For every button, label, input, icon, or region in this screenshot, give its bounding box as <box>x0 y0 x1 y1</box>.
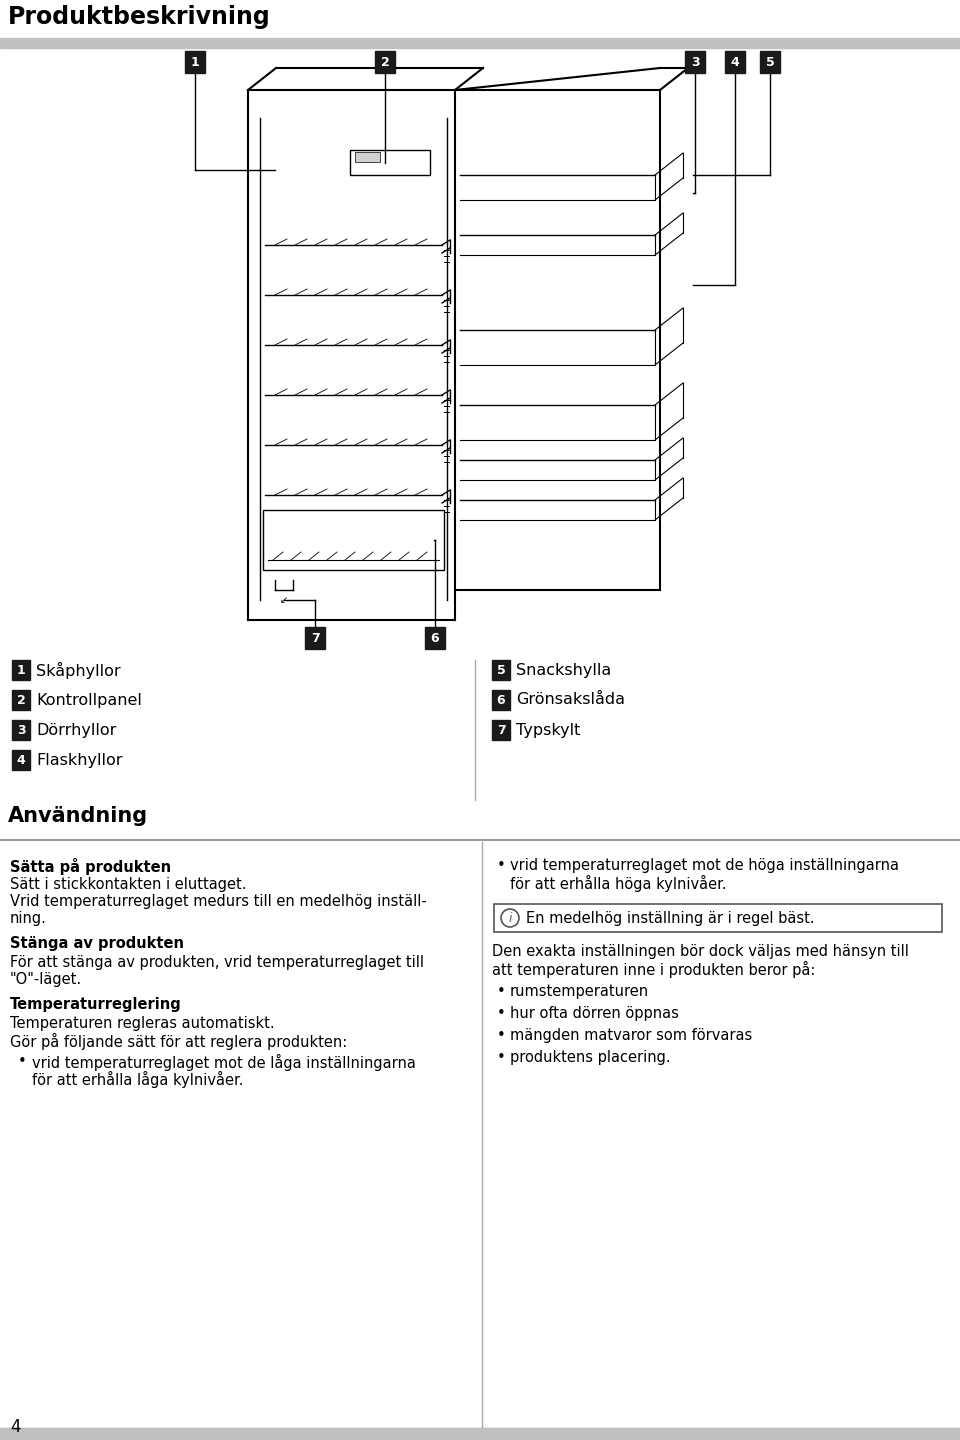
Text: Gör på följande sätt för att reglera produkten:: Gör på följande sätt för att reglera pro… <box>10 1032 348 1050</box>
Bar <box>0 1428 960 1440</box>
Text: mängden matvaror som förvaras: mängden matvaror som förvaras <box>510 1028 753 1043</box>
Text: vrid temperaturreglaget mot de låga inställningarna: vrid temperaturreglaget mot de låga inst… <box>32 1054 416 1071</box>
Text: Typskylt: Typskylt <box>516 723 581 737</box>
Text: att temperaturen inne i produkten beror på:: att temperaturen inne i produkten beror … <box>492 960 815 978</box>
Text: 4: 4 <box>10 1418 20 1436</box>
Text: 4: 4 <box>731 56 739 69</box>
Text: vrid temperaturreglaget mot de höga inställningarna: vrid temperaturreglaget mot de höga inst… <box>510 858 899 873</box>
Text: 1: 1 <box>16 664 25 677</box>
Text: "O"-läget.: "O"-läget. <box>10 972 83 986</box>
Text: 6: 6 <box>431 632 440 645</box>
Bar <box>12 720 30 740</box>
Bar <box>760 50 780 73</box>
Text: För att stänga av produkten, vrid temperaturreglaget till: För att stänga av produkten, vrid temper… <box>10 955 424 971</box>
Text: •: • <box>497 1028 506 1043</box>
Bar <box>0 1428 960 1440</box>
Text: 3: 3 <box>690 56 699 69</box>
Bar <box>492 720 510 740</box>
Bar <box>185 50 205 73</box>
Text: Stänga av produkten: Stänga av produkten <box>10 936 184 950</box>
Text: Snackshylla: Snackshylla <box>516 662 612 677</box>
Text: Grönsakslåda: Grönsakslåda <box>516 693 625 707</box>
Text: Temperaturreglering: Temperaturreglering <box>10 996 181 1012</box>
Text: •: • <box>18 1054 27 1068</box>
Text: •: • <box>497 1050 506 1066</box>
Text: •: • <box>497 1007 506 1021</box>
Bar <box>305 626 325 649</box>
Text: Dörrhyllor: Dörrhyllor <box>36 723 116 737</box>
Text: 2: 2 <box>16 694 25 707</box>
Text: En medelhög inställning är i regel bäst.: En medelhög inställning är i regel bäst. <box>526 912 815 926</box>
Text: ↙: ↙ <box>280 595 288 605</box>
Text: 6: 6 <box>496 694 505 707</box>
Bar <box>355 153 380 161</box>
Bar <box>494 904 942 932</box>
Text: 3: 3 <box>16 723 25 736</box>
Text: 7: 7 <box>311 632 320 645</box>
Text: Flaskhyllor: Flaskhyllor <box>36 753 123 768</box>
Bar <box>492 660 510 680</box>
Text: hur ofta dörren öppnas: hur ofta dörren öppnas <box>510 1007 679 1021</box>
Text: Användning: Användning <box>8 806 148 827</box>
Bar <box>263 510 444 570</box>
Text: Sätt i stickkontakten i eluttaget.: Sätt i stickkontakten i eluttaget. <box>10 877 247 891</box>
Text: produktens placering.: produktens placering. <box>510 1050 671 1066</box>
Text: för att erhålla höga kylnivåer.: för att erhålla höga kylnivåer. <box>510 876 727 891</box>
Text: 7: 7 <box>496 723 505 736</box>
Text: 1: 1 <box>191 56 200 69</box>
Text: •: • <box>497 984 506 999</box>
Bar <box>425 626 445 649</box>
Text: 5: 5 <box>496 664 505 677</box>
Text: Produktbeskrivning: Produktbeskrivning <box>8 4 271 29</box>
Text: Vrid temperaturreglaget medurs till en medelhög inställ-: Vrid temperaturreglaget medurs till en m… <box>10 894 427 909</box>
Text: Temperaturen regleras automatiskt.: Temperaturen regleras automatiskt. <box>10 1017 275 1031</box>
Bar <box>350 150 430 176</box>
Bar <box>12 690 30 710</box>
Text: Sätta på produkten: Sätta på produkten <box>10 858 171 876</box>
Text: 4: 4 <box>16 753 25 766</box>
Bar <box>492 690 510 710</box>
Bar <box>685 50 705 73</box>
Text: •: • <box>497 858 506 873</box>
Text: Skåphyllor: Skåphyllor <box>36 661 121 678</box>
Text: för att erhålla låga kylnivåer.: för att erhålla låga kylnivåer. <box>32 1071 244 1089</box>
Bar <box>375 50 395 73</box>
Text: 2: 2 <box>380 56 390 69</box>
Text: Den exakta inställningen bör dock väljas med hänsyn till: Den exakta inställningen bör dock väljas… <box>492 945 909 959</box>
Text: Kontrollpanel: Kontrollpanel <box>36 693 142 707</box>
Text: ning.: ning. <box>10 912 47 926</box>
Bar <box>12 660 30 680</box>
Bar <box>0 37 960 48</box>
Text: 5: 5 <box>766 56 775 69</box>
Bar <box>12 750 30 770</box>
Text: rumstemperaturen: rumstemperaturen <box>510 984 649 999</box>
Text: i: i <box>508 912 512 924</box>
Bar <box>725 50 745 73</box>
